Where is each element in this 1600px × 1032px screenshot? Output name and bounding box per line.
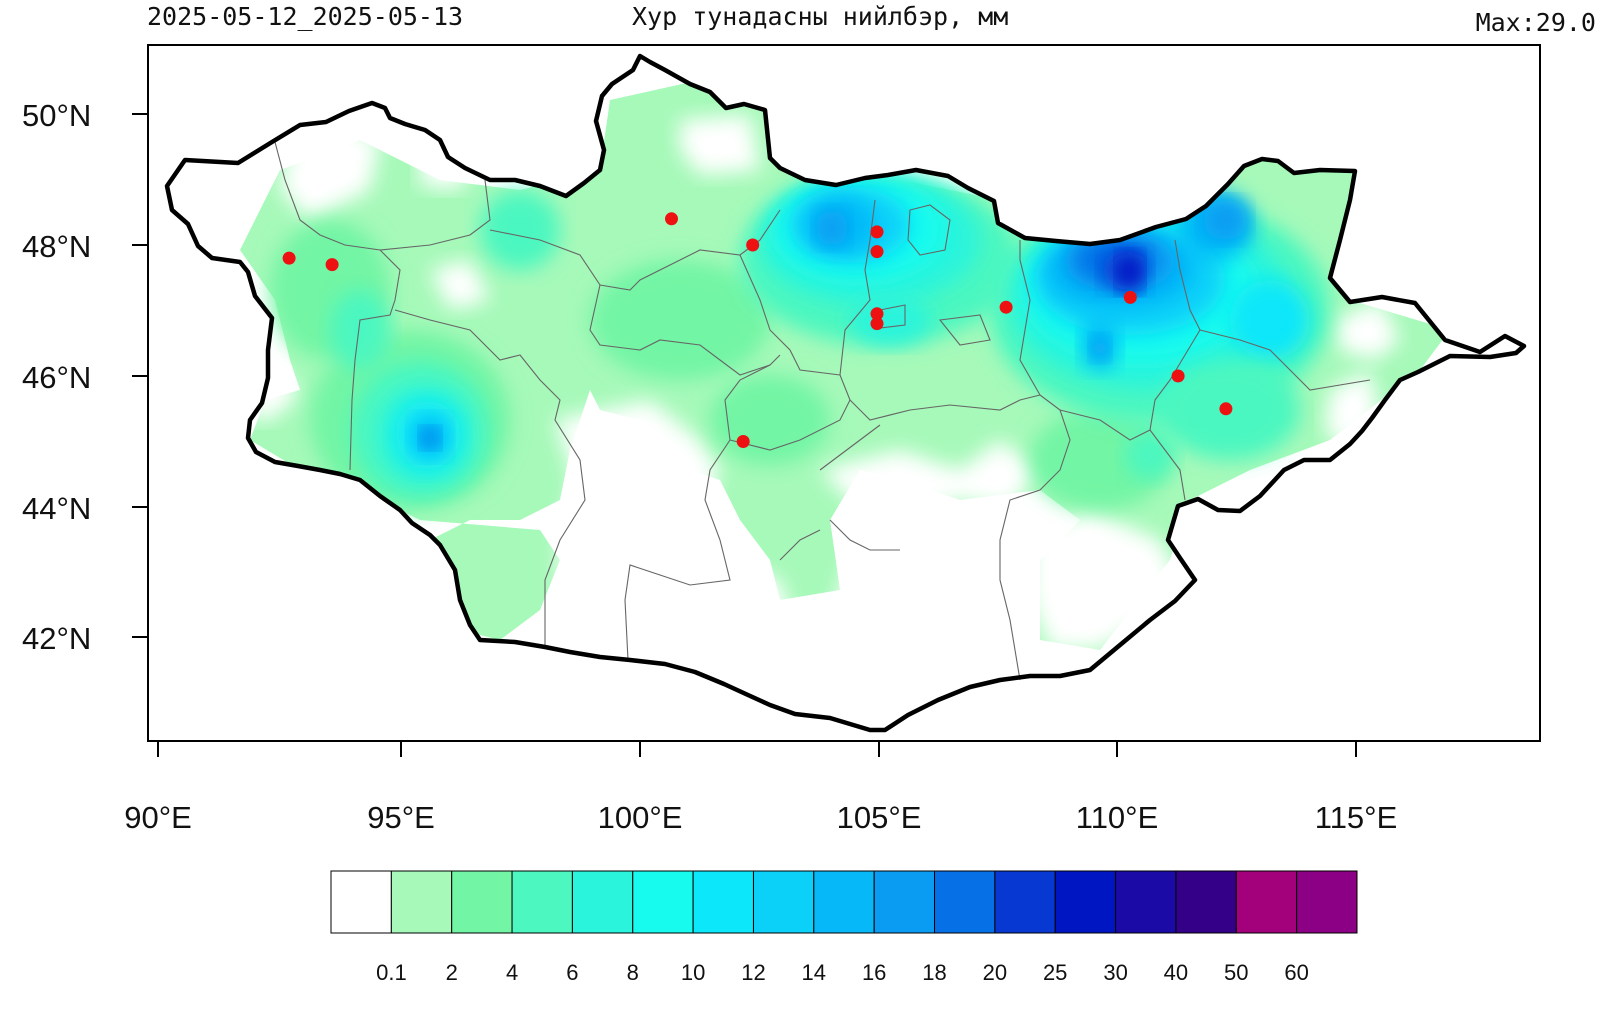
lat-label-46: 46°N	[22, 360, 92, 395]
map-title: Хур тунадасны нийлбэр, мм	[632, 2, 1009, 31]
colorbar-swatch	[571, 870, 634, 934]
station-markers	[282, 212, 1233, 448]
province-line	[779, 529, 821, 561]
province-line	[379, 179, 491, 251]
max-value-label: Max:29.0	[1475, 8, 1596, 37]
province-line	[849, 394, 1041, 421]
colorbar-swatch	[1296, 870, 1358, 934]
station-marker	[870, 245, 884, 259]
province-line	[624, 364, 771, 661]
axis-ticks	[132, 113, 1357, 757]
lon-label-110: 110°E	[1075, 800, 1159, 835]
province-line	[1059, 239, 1201, 441]
station-marker	[746, 238, 760, 252]
province-line	[1199, 329, 1371, 391]
colorbar-swatch	[813, 870, 875, 934]
station-marker	[870, 317, 884, 331]
station-marker	[325, 258, 339, 272]
colorbar	[330, 870, 1358, 934]
station-marker	[870, 225, 884, 239]
colorbar-label: 30	[1103, 960, 1128, 985]
province-line	[938, 314, 991, 346]
province-line	[394, 309, 586, 645]
colorbar-swatch	[330, 870, 392, 934]
colorbar-label: 12	[741, 960, 766, 985]
colorbar-label: 40	[1163, 960, 1189, 985]
colorbar-label: 25	[1042, 960, 1068, 985]
province-line	[819, 424, 881, 471]
colorbar-label: 2	[445, 960, 458, 985]
station-marker	[665, 212, 678, 226]
colorbar-swatch	[1054, 870, 1117, 934]
colorbar-swatch	[390, 870, 453, 934]
station-marker	[282, 251, 296, 265]
station-marker	[999, 300, 1013, 314]
lon-label-95: 95°E	[367, 800, 435, 835]
lat-label-48: 48°N	[22, 229, 92, 264]
province-line	[1149, 429, 1186, 501]
province-line	[489, 229, 781, 376]
precipitation-fill	[167, 56, 1524, 730]
station-marker	[1123, 290, 1137, 304]
colorbar-swatch	[632, 870, 694, 934]
station-marker	[870, 307, 884, 321]
province-line	[729, 374, 851, 451]
station-marker	[1171, 369, 1185, 383]
map-frame	[147, 44, 1541, 742]
colorbar-label: 6	[566, 960, 579, 985]
colorbar-swatch	[994, 870, 1056, 934]
colorbar-swatch	[1175, 870, 1237, 934]
lat-label-50: 50°N	[22, 98, 92, 133]
province-line	[739, 254, 841, 376]
colorbar-label: 14	[801, 960, 827, 985]
colorbar-label: 10	[680, 960, 706, 985]
province-line	[999, 394, 1071, 681]
lon-label-100: 100°E	[597, 800, 683, 835]
date-range-label: 2025-05-12_2025-05-13	[147, 2, 464, 31]
colorbar-label: 20	[982, 960, 1008, 985]
province-line	[829, 519, 900, 551]
colorbar-label: 60	[1284, 960, 1309, 985]
province-line	[907, 204, 951, 256]
colorbar-swatch	[934, 870, 996, 934]
colorbar-label: 18	[922, 960, 947, 985]
lon-label-105: 105°E	[836, 800, 922, 835]
lon-label-90: 90°E	[124, 800, 192, 835]
colorbar-swatch	[692, 870, 754, 934]
lat-label-44: 44°N	[22, 491, 92, 526]
station-marker	[1219, 402, 1233, 416]
colorbar-label: 4	[505, 960, 519, 985]
colorbar-swatch	[451, 870, 513, 934]
station-marker	[736, 435, 750, 448]
lon-label-115: 115°E	[1314, 800, 1398, 835]
lat-label-42: 42°N	[22, 621, 92, 656]
province-line	[274, 141, 401, 471]
country-border	[164, 53, 1527, 733]
colorbar-label: 8	[626, 960, 639, 985]
colorbar-swatch	[511, 870, 573, 934]
colorbar-swatch	[1235, 870, 1298, 934]
colorbar-swatch	[873, 870, 936, 934]
colorbar-swatch	[752, 870, 815, 934]
province-line	[1019, 240, 1041, 396]
colorbar-label: 16	[861, 960, 887, 985]
colorbar-label: 0.1	[376, 960, 407, 985]
colorbar-label: 50	[1224, 960, 1249, 985]
colorbar-swatch	[1115, 870, 1177, 934]
